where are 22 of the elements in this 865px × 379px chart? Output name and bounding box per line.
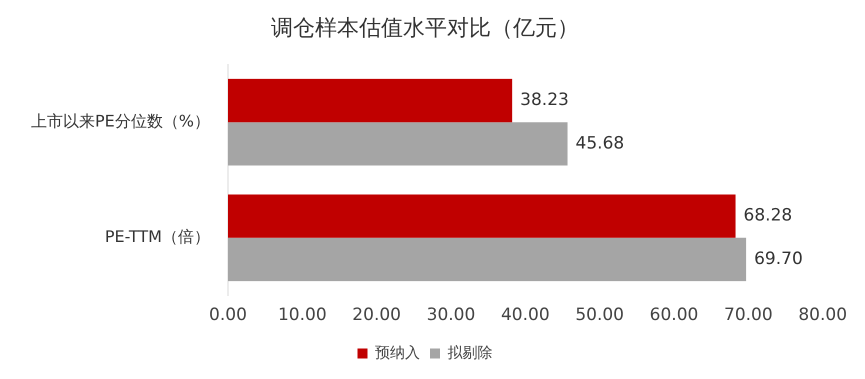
x-tick-label: 50.00 [575, 305, 624, 326]
x-tick-label: 80.00 [798, 305, 847, 326]
legend-label: 预纳入 [375, 343, 420, 362]
legend-label: 拟剔除 [448, 343, 492, 362]
y-tick-label: PE-TTM（倍） [104, 226, 210, 246]
x-tick-label: 20.00 [352, 305, 401, 326]
data-label: 68.28 [744, 206, 792, 226]
x-tick-label: 0.00 [209, 305, 247, 326]
x-tick-label: 60.00 [650, 305, 698, 326]
bar [228, 194, 736, 238]
x-tick-label: 10.00 [278, 305, 327, 326]
data-label: 38.23 [520, 90, 569, 110]
bar [228, 78, 512, 122]
bar [228, 122, 568, 166]
x-tick-label: 30.00 [426, 305, 476, 326]
x-tick-label: 40.00 [500, 305, 550, 326]
chart-title: 调仓样本估值水平对比（亿元） [271, 16, 579, 41]
bar [228, 238, 746, 282]
x-tick-label: 70.00 [724, 305, 773, 326]
data-label: 69.70 [754, 248, 803, 269]
y-tick-label: 上市以来PE分位数（%） [30, 111, 210, 130]
data-label: 45.68 [576, 133, 624, 154]
